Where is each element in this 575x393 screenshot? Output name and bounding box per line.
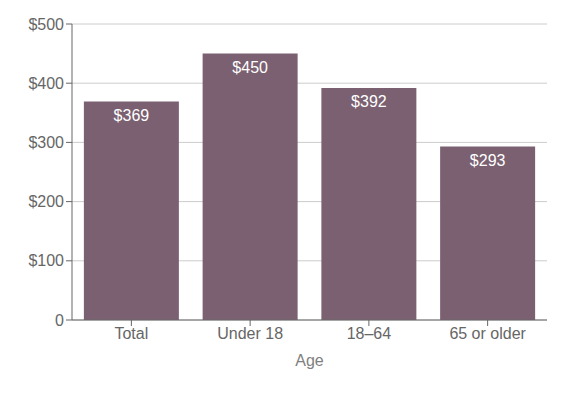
svg-text:$293: $293 [470, 152, 506, 169]
svg-text:18–64: 18–64 [347, 325, 392, 342]
svg-text:0: 0 [55, 312, 64, 329]
svg-text:$500: $500 [28, 16, 64, 33]
svg-text:$392: $392 [351, 93, 387, 110]
svg-text:$450: $450 [232, 59, 268, 76]
svg-text:$100: $100 [28, 252, 64, 269]
svg-text:$369: $369 [114, 107, 150, 124]
svg-text:Age: Age [295, 352, 324, 369]
svg-text:65 or older: 65 or older [449, 325, 526, 342]
svg-text:Under 18: Under 18 [217, 325, 283, 342]
svg-text:$300: $300 [28, 134, 64, 151]
svg-text:$400: $400 [28, 75, 64, 92]
svg-text:Total: Total [114, 325, 148, 342]
svg-text:$200: $200 [28, 193, 64, 210]
